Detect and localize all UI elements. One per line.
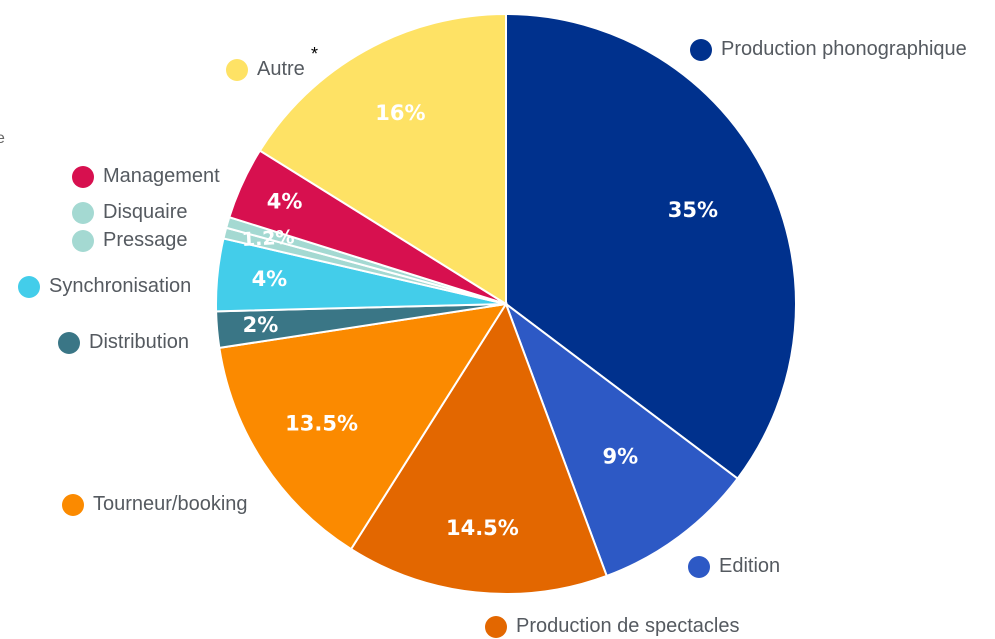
- footnote-marker: *: [311, 44, 319, 64]
- legend-swatch-production-phonographique: [690, 38, 712, 61]
- slice-label-production-de-spectacles: 14.5%: [446, 516, 519, 540]
- legend-swatch-production-de-spectacles: [485, 615, 507, 638]
- legend-item-autre: Autre: [226, 58, 305, 81]
- pie-slice-edition: [503, 301, 739, 578]
- legend-swatch-management: [72, 165, 94, 188]
- legend-item-edition: Edition: [688, 555, 780, 578]
- legend-swatch-tourneur-booking: [62, 493, 84, 516]
- legend-label-disquaire: Disquaire: [103, 201, 188, 223]
- legend-swatch-edition: [688, 555, 710, 578]
- legend-label-production-phonographique: Production phonographique: [721, 38, 967, 60]
- legend-label-management: Management: [103, 165, 220, 187]
- pie-slice-tourneur-booking: [218, 302, 509, 551]
- slice-label-synchronisation: 4%: [252, 267, 288, 291]
- legend-swatch-pressage: [72, 229, 94, 252]
- legend-label-autre: Autre: [257, 58, 305, 80]
- legend-item-production-phonographique: Production phonographique: [690, 38, 967, 61]
- legend-item-synchronisation: Synchronisation: [18, 275, 191, 298]
- legend-label-tourneur-booking: Tourneur/booking: [93, 493, 248, 515]
- legend-item-disquaire: Disquaire: [72, 201, 187, 224]
- legend-label-production-de-spectacles: Production de spectacles: [516, 615, 740, 637]
- slice-label-autre: 16%: [375, 101, 425, 125]
- legend-label-distribution: Distribution: [89, 331, 190, 353]
- pie-slice-production-de-spectacles: [349, 301, 609, 595]
- legend-swatch-autre: [226, 58, 248, 81]
- slice-label-disquaire: 1.2%: [241, 226, 295, 251]
- legend-label-pressage: Pressage: [103, 229, 188, 251]
- legend-label-edition: Edition: [719, 555, 781, 577]
- slice-label-management: 4%: [267, 189, 303, 213]
- slice-label-tourneur-booking: 13.5%: [285, 412, 358, 436]
- legend-item-production-de-spectacles: Production de spectacles: [485, 615, 739, 638]
- legend-item-management: Management: [72, 165, 220, 188]
- pie-slice-autre: [258, 12, 507, 306]
- legend-item-distribution: Distribution: [58, 331, 189, 354]
- legend-item-tourneur-booking: Tourneur/booking: [62, 493, 248, 516]
- legend-swatch-distribution: [58, 331, 80, 354]
- legend-swatch-disquaire: [72, 201, 94, 224]
- legend-swatch-synchronisation: [18, 275, 40, 298]
- slice-label-edition: 9%: [602, 445, 638, 469]
- legend-item-pressage: Pressage: [72, 229, 188, 252]
- slice-label-distribution: 2%: [243, 313, 279, 337]
- pie-slice-production-phonographique: [505, 12, 797, 480]
- cropped-text-fragment: e: [0, 130, 5, 147]
- slice-label-production-phonographique: 35%: [668, 198, 718, 222]
- legend-label-synchronisation: Synchronisation: [49, 275, 192, 297]
